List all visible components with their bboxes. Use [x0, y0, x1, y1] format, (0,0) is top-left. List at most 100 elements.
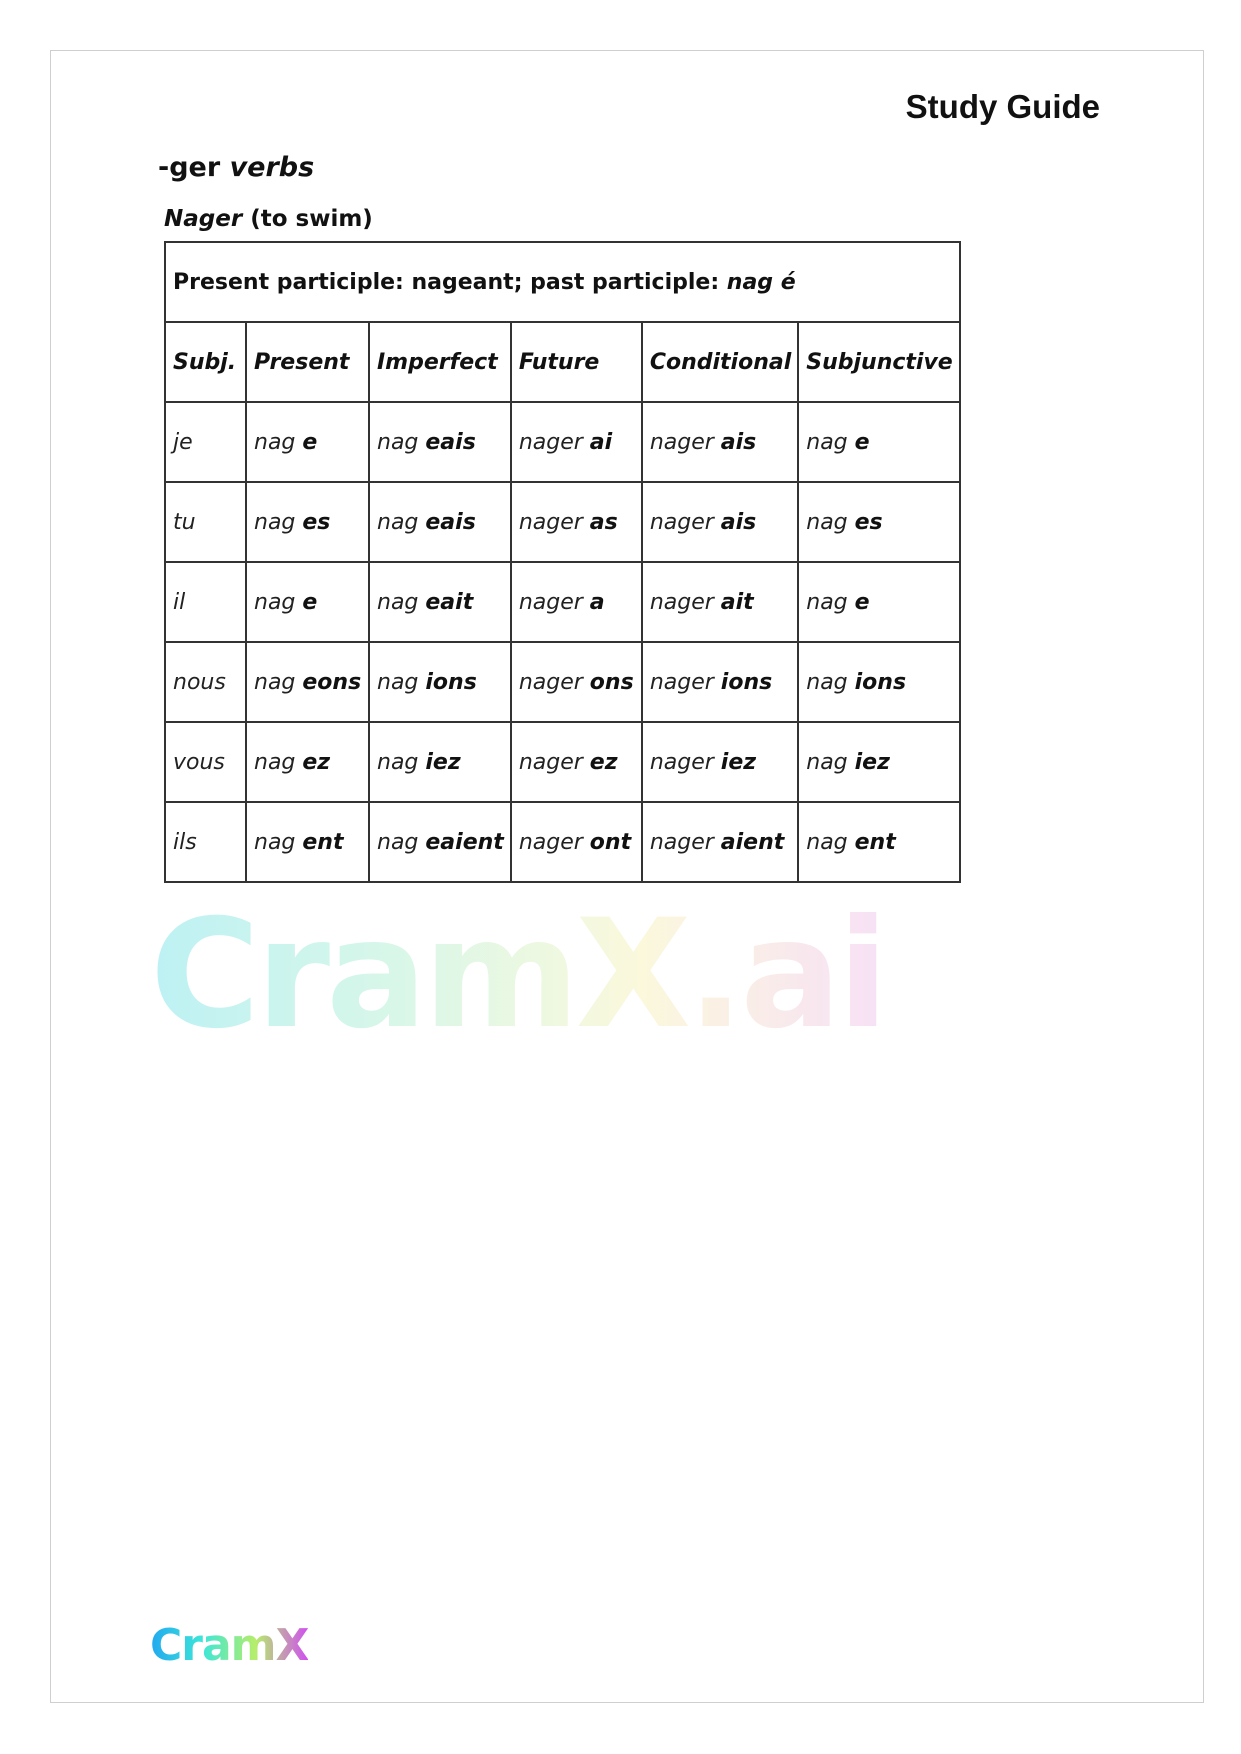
- conjugation-cell: nager ait: [640, 561, 800, 643]
- column-header: Future: [509, 321, 643, 403]
- subject-cell: nous: [164, 641, 247, 723]
- ending: a: [589, 589, 605, 615]
- conjugation-cell: nag ent: [245, 801, 370, 883]
- section-heading: -ger verbs: [158, 152, 314, 183]
- ending: ais: [720, 509, 757, 535]
- ending: es: [854, 509, 883, 535]
- stem: nager: [518, 589, 583, 615]
- stem: nager: [518, 669, 583, 695]
- conjugation-cell: nag es: [797, 481, 962, 563]
- ending: e: [854, 589, 870, 615]
- stem: nag: [377, 589, 419, 615]
- ending: eons: [302, 669, 362, 695]
- stem: nag: [377, 829, 419, 855]
- column-header: Subjunctive: [797, 321, 962, 403]
- conjugation-cell: nag e: [797, 401, 962, 483]
- ending: as: [589, 509, 618, 535]
- stem: nag: [254, 749, 296, 775]
- conjugation-cell: nag ez: [245, 721, 370, 803]
- ending: ez: [589, 749, 618, 775]
- verb-heading: Nager (to swim): [164, 206, 373, 232]
- conjugation-cell: nager ez: [509, 721, 643, 803]
- ending: e: [854, 429, 870, 455]
- subject-cell: il: [164, 561, 247, 643]
- stem: nager: [649, 509, 714, 535]
- watermark: CramX.ai: [150, 888, 889, 1062]
- conjugation-cell: nag iez: [368, 721, 512, 803]
- stem: nager: [518, 509, 583, 535]
- table-row: nous nag eons nag ions nager ons nager ions n…: [164, 641, 962, 723]
- stem: nag: [806, 749, 848, 775]
- ending: ai: [589, 429, 613, 455]
- conjugation-cell: nag e: [797, 561, 962, 643]
- stem: nag: [377, 749, 419, 775]
- stem: nag: [806, 829, 848, 855]
- ending: eaient: [425, 829, 504, 855]
- verb-meaning: (to swim): [242, 206, 373, 232]
- table-row: ils nag ent nag eaient nager ont nager aient…: [164, 801, 962, 883]
- stem: nager: [518, 749, 583, 775]
- subject-cell: tu: [164, 481, 247, 563]
- conjugation-cell: nager ont: [509, 801, 643, 883]
- stem: nager: [518, 829, 583, 855]
- conjugation-cell: nag ent: [797, 801, 962, 883]
- stem: nag: [254, 589, 296, 615]
- stem: nag: [806, 589, 848, 615]
- conjugation-cell: nag ions: [368, 641, 512, 723]
- conjugation-cell: nager as: [509, 481, 643, 563]
- ending: es: [302, 509, 331, 535]
- conjugation-cell: nager ai: [509, 401, 643, 483]
- stem: nag: [377, 669, 419, 695]
- conjugation-cell: nag eais: [368, 401, 512, 483]
- ending: ons: [589, 669, 634, 695]
- stem: nager: [649, 749, 714, 775]
- table-row: je nag e nag eais nager ai nager ais nag e: [164, 401, 962, 483]
- study-guide-title: Study Guide: [905, 88, 1100, 125]
- stem: nag: [806, 509, 848, 535]
- ending: e: [302, 429, 318, 455]
- ending: eait: [425, 589, 474, 615]
- conjugation-cell: nager ions: [640, 641, 800, 723]
- participles-row: Present participle: nageant; past partic…: [163, 241, 962, 323]
- conjugation-cell: nager ais: [640, 481, 800, 563]
- past-participle: nag é: [726, 269, 796, 295]
- verb-name: Nager: [164, 206, 243, 232]
- stem: nager: [518, 429, 583, 455]
- stem: nager: [649, 669, 714, 695]
- stem: nag: [254, 509, 296, 535]
- column-header: Present: [245, 321, 370, 403]
- conjugation-cell: nag eaient: [368, 801, 512, 883]
- cramx-logo: CramX: [150, 1620, 309, 1671]
- stem: nag: [254, 429, 296, 455]
- table-row: vous nag ez nag iez nager ez nager iez nag ie…: [164, 721, 962, 803]
- conjugation-cell: nag eait: [368, 561, 512, 643]
- conjugation-cell: nag eons: [245, 641, 370, 723]
- ending: aient: [720, 829, 785, 855]
- stem: nag: [254, 669, 296, 695]
- conjugation-cell: nager aient: [640, 801, 800, 883]
- stem: nag: [377, 429, 419, 455]
- stem: nager: [649, 429, 714, 455]
- stem: nager: [649, 589, 714, 615]
- column-header: Imperfect: [368, 321, 512, 403]
- stem: nager: [649, 829, 714, 855]
- ending: ent: [302, 829, 344, 855]
- ending: ait: [720, 589, 754, 615]
- ending: ions: [720, 669, 773, 695]
- ending: ions: [854, 669, 907, 695]
- ending: iez: [720, 749, 757, 775]
- column-header: Conditional: [640, 321, 800, 403]
- ending: ais: [720, 429, 757, 455]
- ending: eais: [425, 429, 476, 455]
- ending: e: [302, 589, 318, 615]
- stem: nag: [806, 429, 848, 455]
- conjugation-cell: nag ions: [797, 641, 962, 723]
- page-frame: [50, 50, 1204, 1703]
- heading-italic: verbs: [229, 152, 315, 183]
- ending: ions: [425, 669, 477, 695]
- ending: iez: [425, 749, 461, 775]
- conjugation-cell: nag eais: [368, 481, 512, 563]
- column-header: Subj.: [164, 321, 247, 403]
- stem: nag: [377, 509, 419, 535]
- table-row: tu nag es nag eais nager as nager ais nag es: [164, 481, 962, 563]
